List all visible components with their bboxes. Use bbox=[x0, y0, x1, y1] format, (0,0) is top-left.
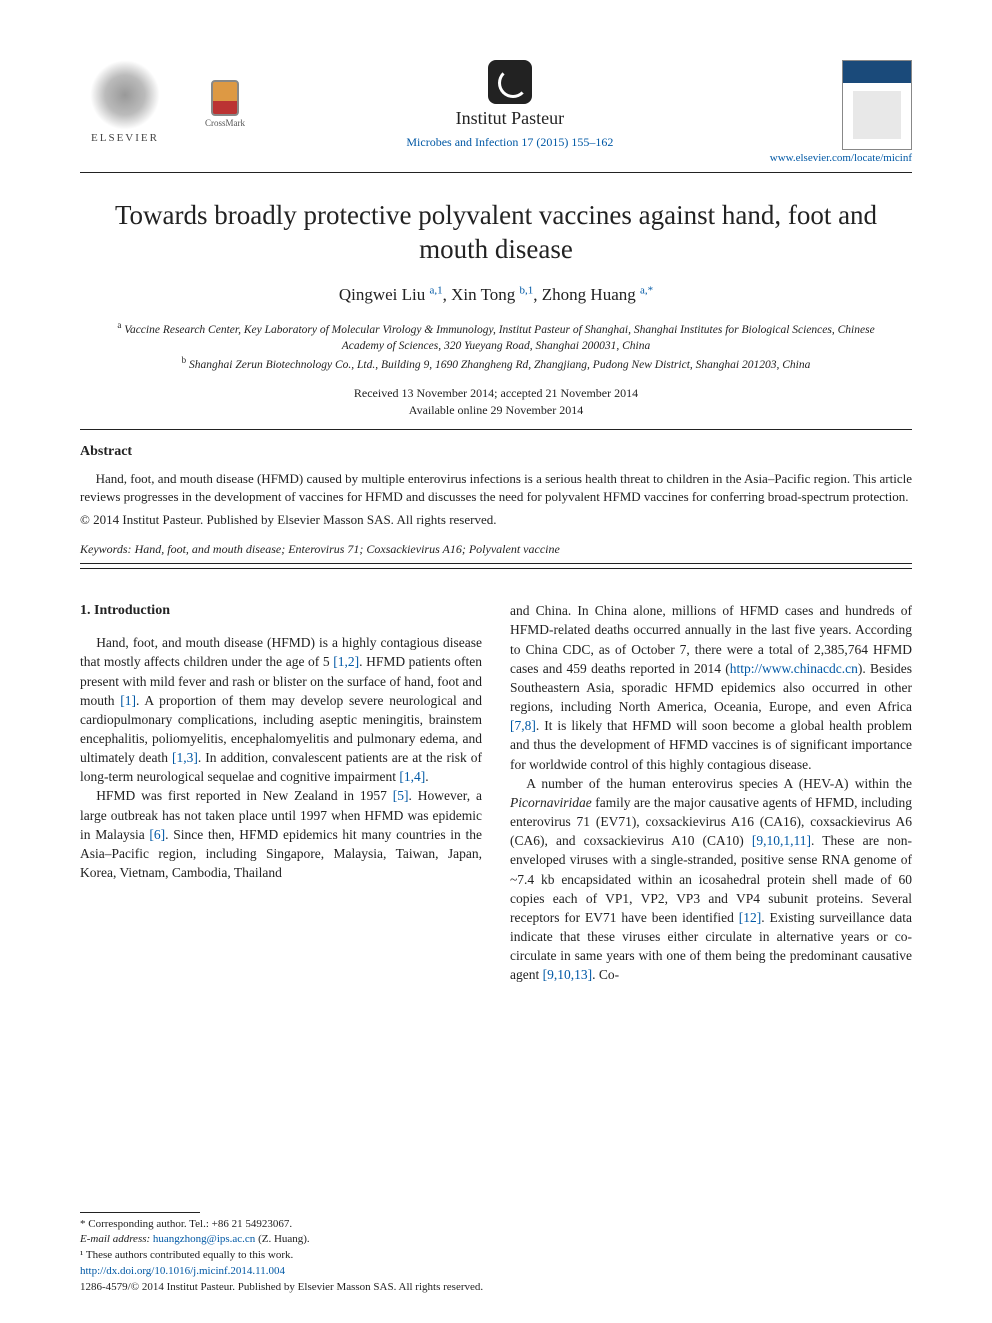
citation-link[interactable]: [1,4] bbox=[399, 769, 425, 784]
citation-link[interactable]: [7,8] bbox=[510, 718, 536, 733]
abstract-top-rule bbox=[80, 429, 912, 430]
email-line: E-mail address: huangzhong@ips.ac.cn (Z.… bbox=[80, 1232, 480, 1247]
author-marks: a,* bbox=[640, 285, 653, 297]
crossmark-icon bbox=[211, 80, 239, 116]
email-label: E-mail address: bbox=[80, 1233, 150, 1245]
issn-copyright-line: 1286-4579/© 2014 Institut Pasteur. Publi… bbox=[80, 1280, 912, 1295]
received-accepted-date: Received 13 November 2014; accepted 21 N… bbox=[80, 385, 912, 402]
author-email-link[interactable]: huangzhong@ips.ac.cn bbox=[153, 1233, 255, 1245]
citation-link[interactable]: [1] bbox=[120, 693, 136, 708]
affiliation-a: a Vaccine Research Center, Key Laborator… bbox=[100, 319, 892, 354]
crossmark-label: CrossMark bbox=[205, 118, 245, 128]
institut-pasteur-icon bbox=[488, 60, 532, 104]
citation-link[interactable]: [12] bbox=[739, 910, 762, 925]
crossmark-badge[interactable]: CrossMark bbox=[200, 80, 250, 128]
article-dates: Received 13 November 2014; accepted 21 N… bbox=[80, 385, 912, 419]
external-link[interactable]: http://www.chinacdc.cn bbox=[730, 661, 858, 676]
doi-link[interactable]: http://dx.doi.org/10.1016/j.micinf.2014.… bbox=[80, 1265, 285, 1277]
paragraph: and China. In China alone, millions of H… bbox=[510, 601, 912, 773]
abstract-block: Abstract Hand, foot, and mouth disease (… bbox=[80, 444, 912, 528]
equal-contribution-note: ¹ These authors contributed equally to t… bbox=[80, 1248, 480, 1263]
corresponding-author-note: * Corresponding author. Tel.: +86 21 549… bbox=[80, 1217, 480, 1232]
author: Xin Tong b,1 bbox=[451, 285, 533, 304]
abstract-copyright: © 2014 Institut Pasteur. Published by El… bbox=[80, 512, 912, 528]
keywords-label: Keywords: bbox=[80, 542, 132, 556]
elsevier-tree-icon bbox=[90, 60, 160, 130]
author: Zhong Huang a,* bbox=[542, 285, 653, 304]
keywords-rule-bottom bbox=[80, 568, 912, 569]
header-rule bbox=[80, 172, 912, 173]
keywords-line: Keywords: Hand, foot, and mouth disease;… bbox=[80, 542, 912, 557]
author-marks: b,1 bbox=[520, 285, 534, 297]
paragraph: Hand, foot, and mouth disease (HFMD) is … bbox=[80, 633, 482, 786]
author-marks: a,1 bbox=[430, 285, 443, 297]
italic-term: Picornaviridae bbox=[510, 795, 592, 810]
footnotes: * Corresponding author. Tel.: +86 21 549… bbox=[80, 1212, 480, 1263]
right-column: and China. In China alone, millions of H… bbox=[510, 601, 912, 984]
body-columns: 1. Introduction Hand, foot, and mouth di… bbox=[80, 601, 912, 984]
online-date: Available online 29 November 2014 bbox=[80, 402, 912, 419]
journal-header: Institut Pasteur Microbes and Infection … bbox=[250, 60, 770, 150]
elsevier-logo: ELSEVIER bbox=[80, 60, 170, 144]
journal-cover-thumbnail bbox=[842, 60, 912, 150]
journal-homepage-link[interactable]: www.elsevier.com/locate/micinf bbox=[770, 152, 912, 164]
citation-link[interactable]: [9,10,13] bbox=[543, 967, 593, 982]
affiliation-text: Vaccine Research Center, Key Laboratory … bbox=[124, 324, 874, 352]
doi-block: http://dx.doi.org/10.1016/j.micinf.2014.… bbox=[80, 1264, 912, 1295]
institute-name: Institut Pasteur bbox=[456, 108, 565, 129]
citation-link[interactable]: [6] bbox=[149, 827, 165, 842]
affiliation-b: b Shanghai Zerun Biotechnology Co., Ltd.… bbox=[100, 354, 892, 373]
publisher-name: ELSEVIER bbox=[91, 132, 159, 144]
author-name: Zhong Huang bbox=[542, 285, 636, 304]
journal-reference: Microbes and Infection 17 (2015) 155–162 bbox=[406, 135, 613, 150]
keywords-text: Hand, foot, and mouth disease; Enterovir… bbox=[135, 542, 560, 556]
author: Qingwei Liu a,1 bbox=[339, 285, 443, 304]
author-name: Qingwei Liu bbox=[339, 285, 425, 304]
left-column: 1. Introduction Hand, foot, and mouth di… bbox=[80, 601, 482, 984]
abstract-body: Hand, foot, and mouth disease (HFMD) cau… bbox=[80, 470, 912, 506]
paragraph: HFMD was first reported in New Zealand i… bbox=[80, 786, 482, 882]
affiliation-text: Shanghai Zerun Biotechnology Co., Ltd., … bbox=[189, 359, 810, 371]
citation-link[interactable]: [9,10,1,11] bbox=[752, 833, 811, 848]
citation-link[interactable]: [1,2] bbox=[333, 654, 359, 669]
author-name: Xin Tong bbox=[451, 285, 515, 304]
abstract-heading: Abstract bbox=[80, 444, 912, 460]
citation-link[interactable]: [5] bbox=[393, 788, 409, 803]
paragraph: A number of the human enterovirus specie… bbox=[510, 774, 912, 985]
article-title: Towards broadly protective polyvalent va… bbox=[80, 199, 912, 267]
citation-link[interactable]: [1,3] bbox=[172, 750, 198, 765]
page-header: ELSEVIER CrossMark Institut Pasteur Micr… bbox=[80, 60, 912, 164]
author-list: Qingwei Liu a,1, Xin Tong b,1, Zhong Hua… bbox=[80, 285, 912, 306]
footnote-rule bbox=[80, 1212, 200, 1213]
keywords-rule-top bbox=[80, 563, 912, 564]
section-heading: 1. Introduction bbox=[80, 601, 482, 621]
